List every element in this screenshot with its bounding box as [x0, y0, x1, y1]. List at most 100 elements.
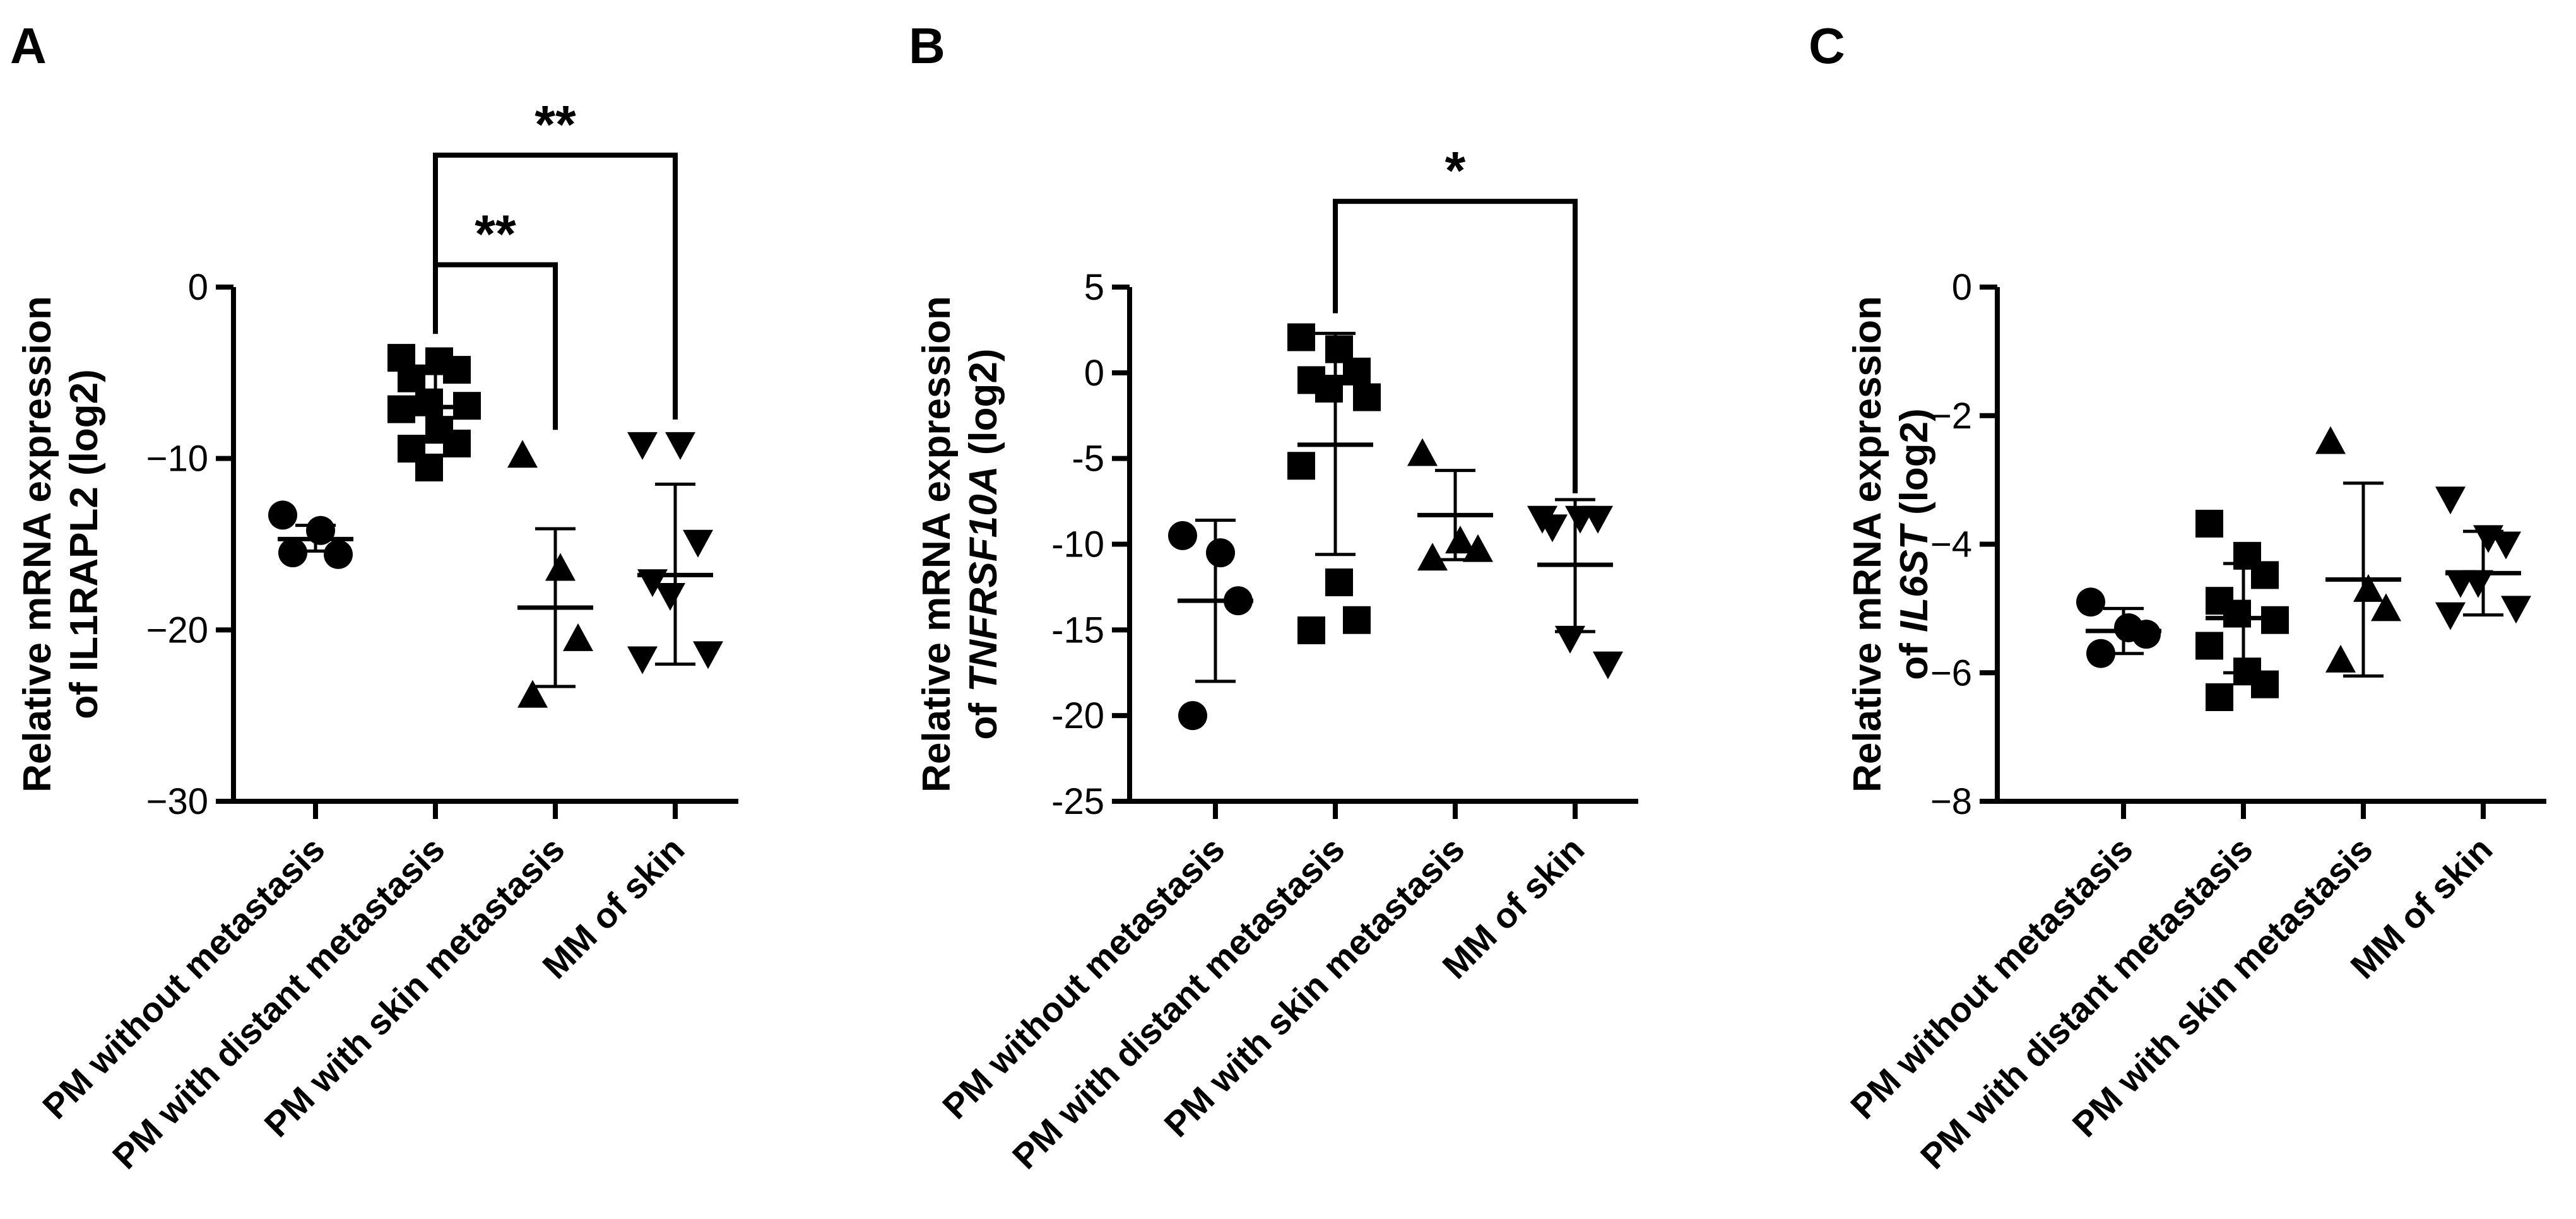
data-point-square [1297, 616, 1325, 645]
data-point-square [1287, 452, 1315, 480]
y-axis-title-run: of IL1RAPL2 (log2) [62, 369, 106, 719]
panel-letter-b: B [909, 18, 945, 74]
y-tick-label: 0 [188, 267, 208, 308]
y-axis-title-line: Relative mRNA expression [16, 296, 59, 792]
significance-brackets-b: * [1333, 141, 1578, 493]
significance-label: * [1445, 141, 1466, 200]
y-axis-title-run: (log2) [1893, 408, 1936, 526]
y-tick-label: −4 [1930, 524, 1972, 565]
panel-letter-a: A [10, 18, 47, 74]
data-point-triangle-up [545, 553, 576, 581]
data-point-square [415, 388, 443, 416]
data-point-triangle-up [2371, 593, 2401, 621]
significance-label: ** [475, 204, 516, 264]
data-point-triangle-down [1537, 514, 1568, 543]
data-point-triangle-down [2501, 596, 2531, 624]
data-point-circle [2086, 639, 2115, 668]
mean-sd-bars-a [278, 367, 713, 688]
data-point-triangle-down [627, 432, 658, 460]
data-point-triangle-down [683, 529, 713, 558]
data-point-circle [324, 539, 353, 569]
data-point-triangle-up [1463, 534, 1493, 562]
data-point-square [1343, 357, 1371, 386]
data-point-triangle-down [2491, 531, 2521, 560]
data-point-triangle-up [2325, 644, 2356, 673]
data-point-circle [2076, 587, 2105, 617]
panel-letter-c: C [1809, 18, 1845, 74]
data-point-square [1325, 568, 1353, 596]
y-tick-label: -5 [1072, 439, 1104, 480]
y-tick-label: 5 [1084, 267, 1104, 308]
y-axis-title-run: Relative mRNA expression [915, 296, 959, 792]
y-axis-title-line: of IL1RAPL2 (log2) [62, 369, 106, 719]
y-tick-label: −8 [1930, 781, 1972, 822]
data-point-triangle-down [655, 583, 685, 611]
mean-sd-bars-c [2086, 481, 2521, 678]
y-axis-title-run: (log2) [962, 349, 1005, 466]
data-point-circle [1168, 521, 1197, 550]
data-point-square [1353, 383, 1381, 411]
y-axis-label-a: Relative mRNA expression of IL1RAPL2 (log… [16, 296, 106, 792]
y-axis-label-c: Relative mRNA expression of IL6ST (log2) [1846, 296, 1936, 792]
panel-a: A Relative mRNA expression of IL1RAPL2 (l… [10, 18, 738, 1177]
panel-c: C Relative mRNA expression of IL6ST (log2… [1809, 18, 2546, 1177]
data-point-triangle-up [1407, 438, 1438, 466]
data-point-triangle-up [1417, 543, 1448, 571]
data-point-square [2195, 509, 2223, 538]
data-point-square [443, 429, 471, 457]
significance-brackets-a: ** ** [433, 95, 678, 430]
data-points-c [2076, 426, 2531, 711]
y-tick-label: −20 [146, 610, 208, 651]
data-point-square [1287, 323, 1315, 351]
y-axis-title-line: Relative mRNA expression [1846, 296, 1889, 792]
y-tick-label: -10 [1051, 524, 1104, 565]
panel-b: B Relative mRNA expression of TNFRSF10A (… [909, 18, 1638, 1177]
data-points-b [1168, 323, 1623, 731]
data-point-circle [1206, 538, 1235, 568]
significance-bracket [433, 152, 678, 420]
data-point-circle [1178, 701, 1207, 731]
data-point-triangle-down [1555, 625, 1585, 654]
y-tick-label: −10 [146, 439, 208, 480]
y-axis-title-line: of IL6ST (log2) [1893, 408, 1936, 680]
data-point-circle [268, 500, 297, 530]
significance-bracket [1333, 199, 1578, 493]
data-point-square [415, 453, 443, 481]
significance-label: ** [535, 95, 576, 154]
data-point-circle [2132, 620, 2161, 649]
data-point-triangle-down [693, 641, 723, 669]
y-axis-title-run: TNFRSF10A [962, 466, 1005, 692]
data-point-triangle-up [563, 623, 593, 651]
mean-sd-bars-b [1178, 331, 1613, 683]
data-point-square [2206, 683, 2233, 711]
data-point-triangle-up [2353, 574, 2384, 602]
data-point-triangle-down [1593, 651, 1623, 680]
y-axis-title-line: of TNFRSF10A (log2) [962, 349, 1005, 740]
y-tick-label: 0 [1084, 353, 1104, 394]
y-axis-title-run: of [1893, 632, 1936, 680]
y-axis-label-b: Relative mRNA expression of TNFRSF10A (lo… [915, 296, 1005, 792]
y-tick-label: -25 [1051, 781, 1104, 822]
data-point-triangle-down [2435, 602, 2466, 630]
data-point-square [1315, 375, 1343, 403]
y-tick-label: 0 [1952, 267, 1972, 308]
data-point-triangle-down [2435, 486, 2466, 515]
data-point-square [2195, 632, 2223, 660]
y-tick-label: −6 [1930, 652, 1972, 693]
data-point-square [2251, 561, 2279, 589]
y-axis-title-run: IL6ST [1893, 522, 1936, 632]
y-axis-title-run: of [962, 692, 1005, 740]
data-point-triangle-down [2463, 570, 2493, 598]
data-point-triangle-down [665, 432, 695, 460]
data-point-square [1343, 606, 1371, 634]
y-axis-title-run: Relative mRNA expression [1846, 296, 1889, 792]
data-point-triangle-up [2315, 426, 2346, 454]
data-point-triangle-down [627, 646, 658, 674]
data-point-triangle-down [1583, 505, 1613, 534]
y-tick-label: −30 [146, 781, 208, 822]
data-point-circle [278, 538, 307, 568]
